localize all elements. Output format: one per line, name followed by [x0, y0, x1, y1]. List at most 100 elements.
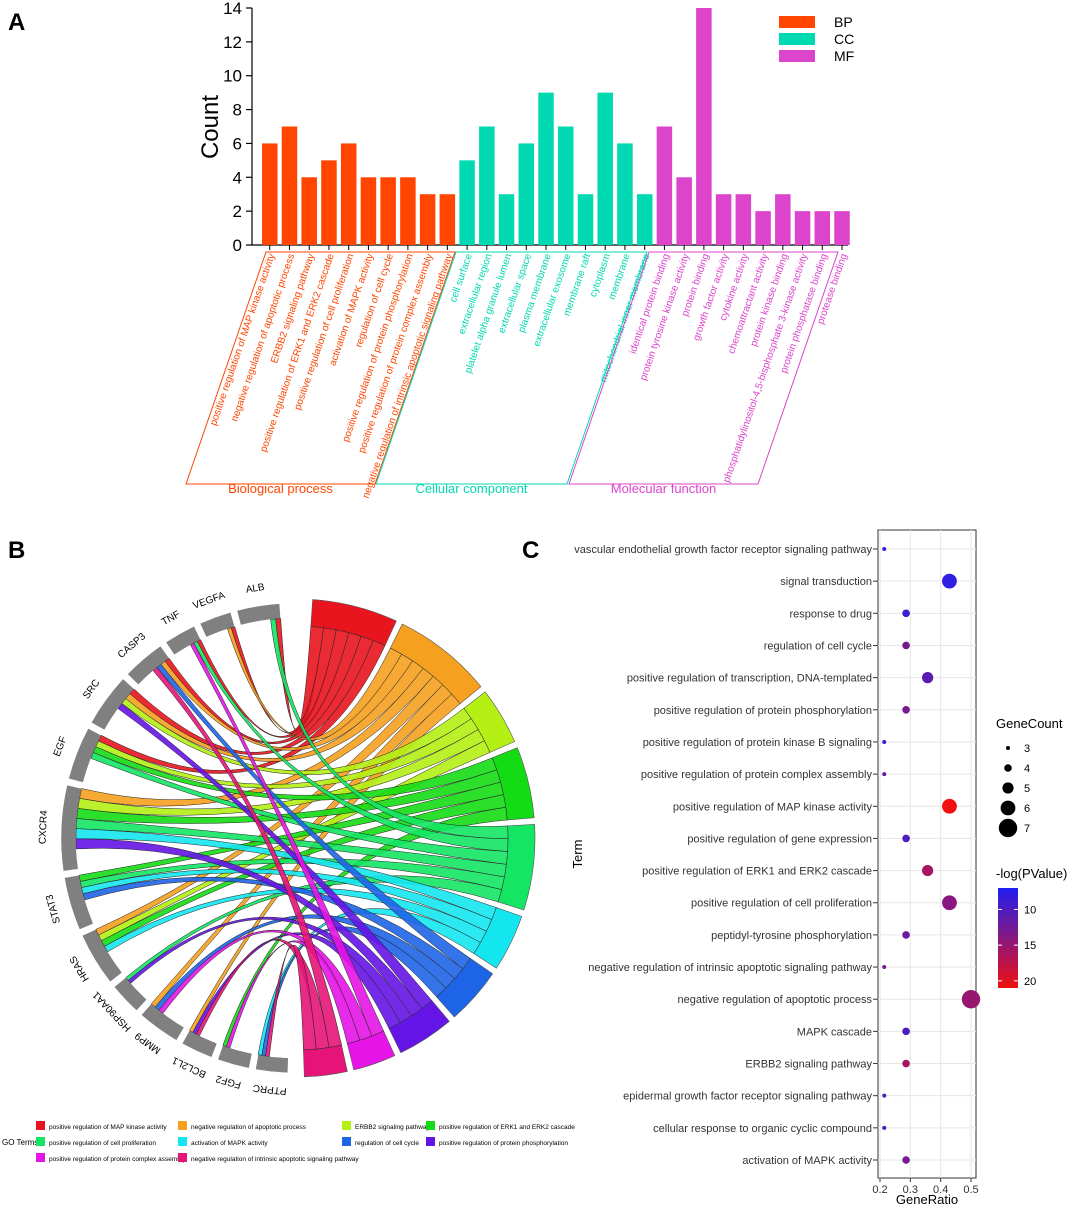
bar — [538, 92, 554, 246]
gene-arc — [255, 1054, 289, 1074]
dot-point — [902, 1059, 910, 1068]
bar — [380, 177, 396, 245]
chord-diagram: ALBVEGFATNFCASP3SRCEGFCXCR4STAT3HRASHSP9… — [2, 582, 575, 1163]
term-label: positive regulation of ERK1 and ERK2 cas… — [642, 866, 872, 878]
legend-swatch — [178, 1121, 187, 1130]
term-label: regulation of cell cycle — [764, 640, 872, 652]
y-tick-label: 4 — [233, 168, 242, 187]
term-label: response to drug — [789, 608, 872, 620]
chord-ribbon — [75, 838, 423, 1017]
size-legend-dot — [998, 818, 1018, 838]
bar — [775, 194, 791, 245]
gene-label: FGF2 — [214, 1073, 242, 1091]
dot-point — [922, 864, 934, 877]
kegg-dot-plot: vascular endothelial growth factor recep… — [570, 529, 1067, 1207]
size-legend-label: 6 — [1024, 803, 1030, 815]
legend-swatch — [342, 1121, 351, 1130]
dot-point — [902, 609, 910, 618]
y-tick-label: 2 — [233, 202, 242, 221]
term-label: negative regulation of intrinsic apoptot… — [588, 962, 872, 974]
size-legend-dot — [1000, 800, 1016, 816]
panel-label-b: B — [8, 537, 25, 564]
term-arc — [303, 1044, 348, 1078]
dot-point — [942, 895, 957, 911]
bar — [479, 126, 495, 245]
term-label: epidermal growth factor receptor signali… — [623, 1091, 872, 1103]
term-label: positive regulation of MAP kinase activi… — [673, 801, 873, 813]
bar — [262, 143, 278, 245]
dot-point — [942, 573, 957, 589]
legend-label: MF — [834, 48, 854, 64]
gene-label: STAT3 — [44, 893, 63, 925]
y-tick-label: 8 — [233, 101, 242, 120]
term-label: ERBB2 signaling pathway — [745, 1059, 872, 1071]
color-legend-label: 10 — [1024, 904, 1036, 916]
bar — [715, 194, 732, 245]
y-tick-label: 12 — [223, 33, 242, 52]
bar — [419, 194, 436, 245]
gene-label: HRAS — [68, 954, 92, 984]
term-label: positive regulation of protein complex a… — [641, 769, 873, 781]
legend-swatch — [36, 1121, 45, 1130]
color-legend-title: -log(PValue) — [996, 866, 1067, 881]
legend-swatch — [779, 16, 815, 28]
bar — [735, 194, 752, 245]
dot-point — [902, 705, 910, 714]
plot-panel — [877, 529, 977, 1179]
bar — [577, 194, 594, 245]
bar — [360, 177, 377, 245]
gene-label: ALB — [245, 582, 266, 596]
size-legend-label: 3 — [1024, 743, 1030, 755]
dot-point — [942, 798, 957, 814]
x-tick-label: 0.2 — [872, 1184, 887, 1196]
legend-label: positive regulation of ERK1 and ERK2 cas… — [439, 1124, 575, 1131]
bar — [321, 160, 337, 245]
bar — [439, 194, 456, 245]
term-label: vascular endothelial growth factor recep… — [574, 544, 872, 556]
size-legend-dot — [1002, 782, 1014, 794]
size-legend-dot — [1004, 764, 1012, 772]
legend-label: positive regulation of cell proliferatio… — [49, 1140, 156, 1147]
legend-swatch — [426, 1121, 435, 1130]
bar — [558, 126, 574, 245]
y-tick-label: 10 — [223, 67, 242, 86]
size-legend-label: 5 — [1024, 783, 1030, 795]
gene-label: EGF — [52, 735, 70, 758]
bar — [814, 211, 831, 245]
dot-point — [902, 1156, 910, 1164]
chord-ribbon — [90, 752, 508, 865]
gene-label: MMP9 — [133, 1029, 163, 1055]
group-label: Cellular component — [415, 481, 527, 496]
dot-point — [882, 965, 887, 970]
legend-label: positive regulation of MAP kinase activi… — [49, 1124, 167, 1131]
group-label: Molecular function — [611, 481, 717, 496]
legend-swatch — [779, 50, 815, 62]
legend-swatch — [36, 1137, 45, 1146]
term-label: positive regulation of protein phosphory… — [654, 705, 872, 717]
gene-label: BCL2L1 — [170, 1054, 208, 1079]
chord-ribbon — [190, 642, 384, 1037]
dot-point — [882, 1125, 887, 1130]
bar — [636, 194, 653, 245]
color-legend-label: 20 — [1024, 976, 1036, 988]
bar — [301, 177, 317, 245]
dot-point — [902, 1027, 910, 1036]
legend-label: activation of MAPK activity — [191, 1140, 268, 1147]
bar — [281, 126, 298, 245]
size-legend-title: GeneCount — [996, 716, 1063, 731]
term-label: MAPK cascade — [797, 1026, 872, 1038]
bar — [676, 177, 692, 245]
color-legend-bar — [998, 888, 1018, 988]
gene-arc — [217, 1045, 253, 1069]
bar — [834, 211, 850, 245]
legend-label: negative regulation of intrinsic apoptot… — [191, 1156, 359, 1163]
bar — [794, 211, 811, 245]
term-label: positive regulation of cell proliferatio… — [691, 898, 872, 910]
bar — [597, 92, 613, 246]
x-axis-title: GeneRatio — [896, 1192, 958, 1207]
x-tick-label: 0.4 — [933, 1184, 948, 1196]
color-legend-label: 15 — [1024, 940, 1036, 952]
gene-label: TNF — [160, 609, 182, 628]
